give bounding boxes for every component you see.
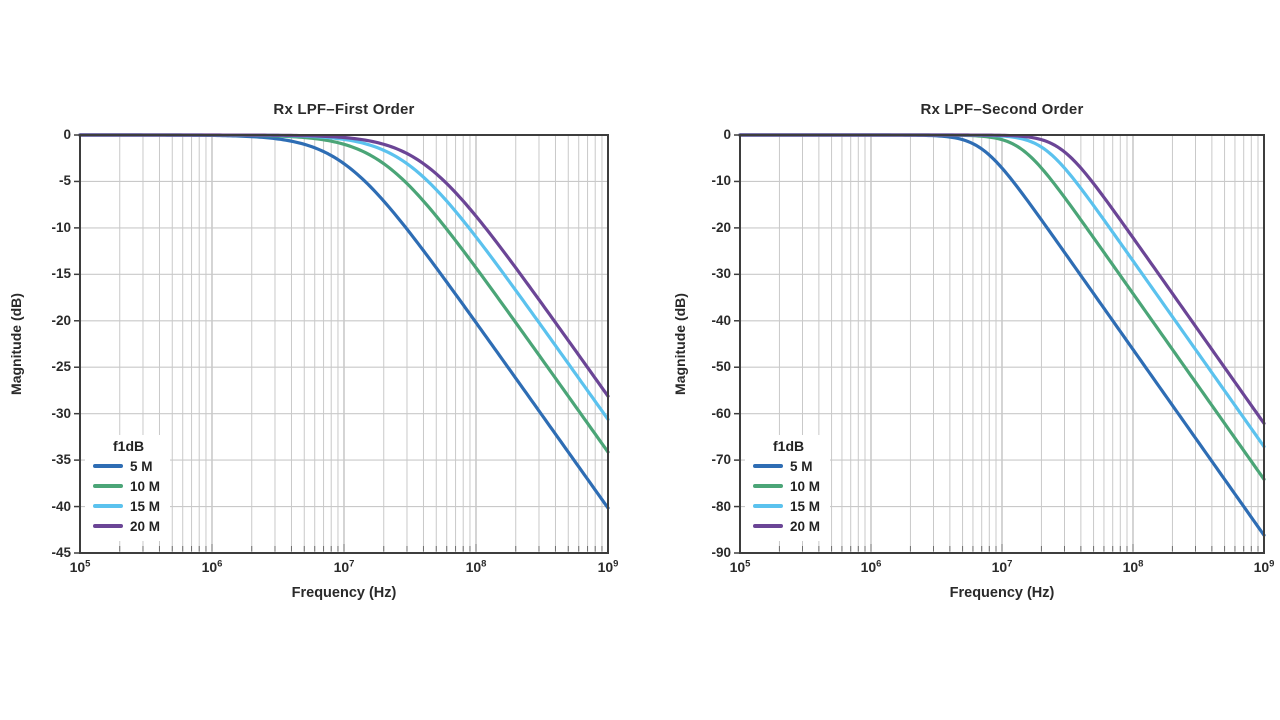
legend-item: 5 M <box>93 456 160 476</box>
x-tick-label: 107 <box>333 558 355 575</box>
curve-20m <box>78 133 610 398</box>
plot-svg <box>74 133 610 554</box>
y-tick-label: 0 <box>63 127 71 142</box>
y-tick-label: -30 <box>51 405 71 421</box>
axis-ticks <box>74 134 603 554</box>
legend-swatch <box>753 504 783 508</box>
y-tick-label: -25 <box>51 359 71 375</box>
x-tick-label: 105 <box>729 558 751 575</box>
plot-area <box>74 133 610 554</box>
y-tick-label: -35 <box>51 452 71 468</box>
grid <box>80 135 608 553</box>
legend-swatch <box>93 504 123 508</box>
y-tick-label: -15 <box>51 266 71 282</box>
y-tick-label: -60 <box>711 405 731 421</box>
legend-item: 10 M <box>93 476 160 496</box>
y-axis-label: Magnitude (dB) <box>8 293 24 395</box>
legend-label: 20 M <box>790 518 821 534</box>
legend-item: 20 M <box>93 516 160 536</box>
legend-title: f1dB <box>113 438 145 454</box>
y-tick-label: -40 <box>711 312 731 328</box>
y-tick-label: -30 <box>711 266 731 282</box>
curve-10m <box>78 133 610 454</box>
legend: f1dB 5 M 10 M 15 M 20 M <box>745 435 831 541</box>
legend-label: 5 M <box>130 458 153 474</box>
y-tick-label: -90 <box>711 545 731 560</box>
curve-5m <box>738 133 1266 537</box>
legend-label: 5 M <box>790 458 813 474</box>
curve-15m <box>738 133 1266 449</box>
y-tick-label: -40 <box>51 498 71 514</box>
x-axis-label: Frequency (Hz) <box>291 585 397 601</box>
y-tick-label: -20 <box>711 219 731 235</box>
axis-ticks <box>734 134 1259 554</box>
legend: f1dB 5 M 10 M 15 M 20 M <box>85 435 171 541</box>
legend-item: 15 M <box>753 496 820 516</box>
legend-item: 15 M <box>93 496 160 516</box>
y-tick-label: -20 <box>51 312 71 328</box>
curve-15m <box>78 133 610 421</box>
y-tick-label: -10 <box>51 219 71 235</box>
x-tick-label: 107 <box>991 558 1013 575</box>
y-tick-label: -70 <box>711 452 731 468</box>
legend-title: f1dB <box>773 438 805 454</box>
x-tick-label: 106 <box>860 558 882 575</box>
x-tick-label: 108 <box>1122 558 1144 575</box>
x-tick-label: 109 <box>1253 558 1275 575</box>
y-tick-label: -5 <box>58 173 71 189</box>
x-tick-label: 105 <box>69 558 91 575</box>
y-tick-label: -80 <box>711 498 731 514</box>
legend-label: 10 M <box>130 478 161 494</box>
y-axis-label: Magnitude (dB) <box>672 293 688 395</box>
legend-label: 10 M <box>790 478 821 494</box>
grid <box>740 135 1264 553</box>
chart-title: Rx LPF–First Order <box>273 101 415 118</box>
curve-20m <box>738 133 1266 425</box>
curves <box>738 133 1266 537</box>
plot-svg <box>734 133 1266 554</box>
y-tick-label: -45 <box>51 545 71 560</box>
x-tick-label: 108 <box>465 558 487 575</box>
legend-swatch <box>93 464 123 468</box>
legend-swatch <box>93 484 123 488</box>
curve-5m <box>78 133 610 510</box>
legend-label: 20 M <box>130 518 161 534</box>
legend-item: 10 M <box>753 476 820 496</box>
chart-title: Rx LPF–Second Order <box>920 101 1084 118</box>
legend-swatch <box>93 524 123 528</box>
x-tick-label: 106 <box>201 558 223 575</box>
x-axis-label: Frequency (Hz) <box>949 585 1055 601</box>
y-tick-label: -10 <box>711 173 731 189</box>
legend-label: 15 M <box>790 498 821 514</box>
legend-swatch <box>753 484 783 488</box>
curves <box>78 133 610 510</box>
legend-label: 15 M <box>130 498 161 514</box>
plot-frame <box>79 134 609 554</box>
legend-swatch <box>753 464 783 468</box>
legend-item: 5 M <box>753 456 820 476</box>
x-tick-label: 109 <box>597 558 619 575</box>
y-tick-label: -50 <box>711 359 731 375</box>
y-tick-label: 0 <box>723 127 731 142</box>
plot-frame <box>739 134 1265 554</box>
curve-10m <box>738 133 1266 481</box>
legend-item: 20 M <box>753 516 820 536</box>
legend-swatch <box>753 524 783 528</box>
plot-area <box>734 133 1266 554</box>
